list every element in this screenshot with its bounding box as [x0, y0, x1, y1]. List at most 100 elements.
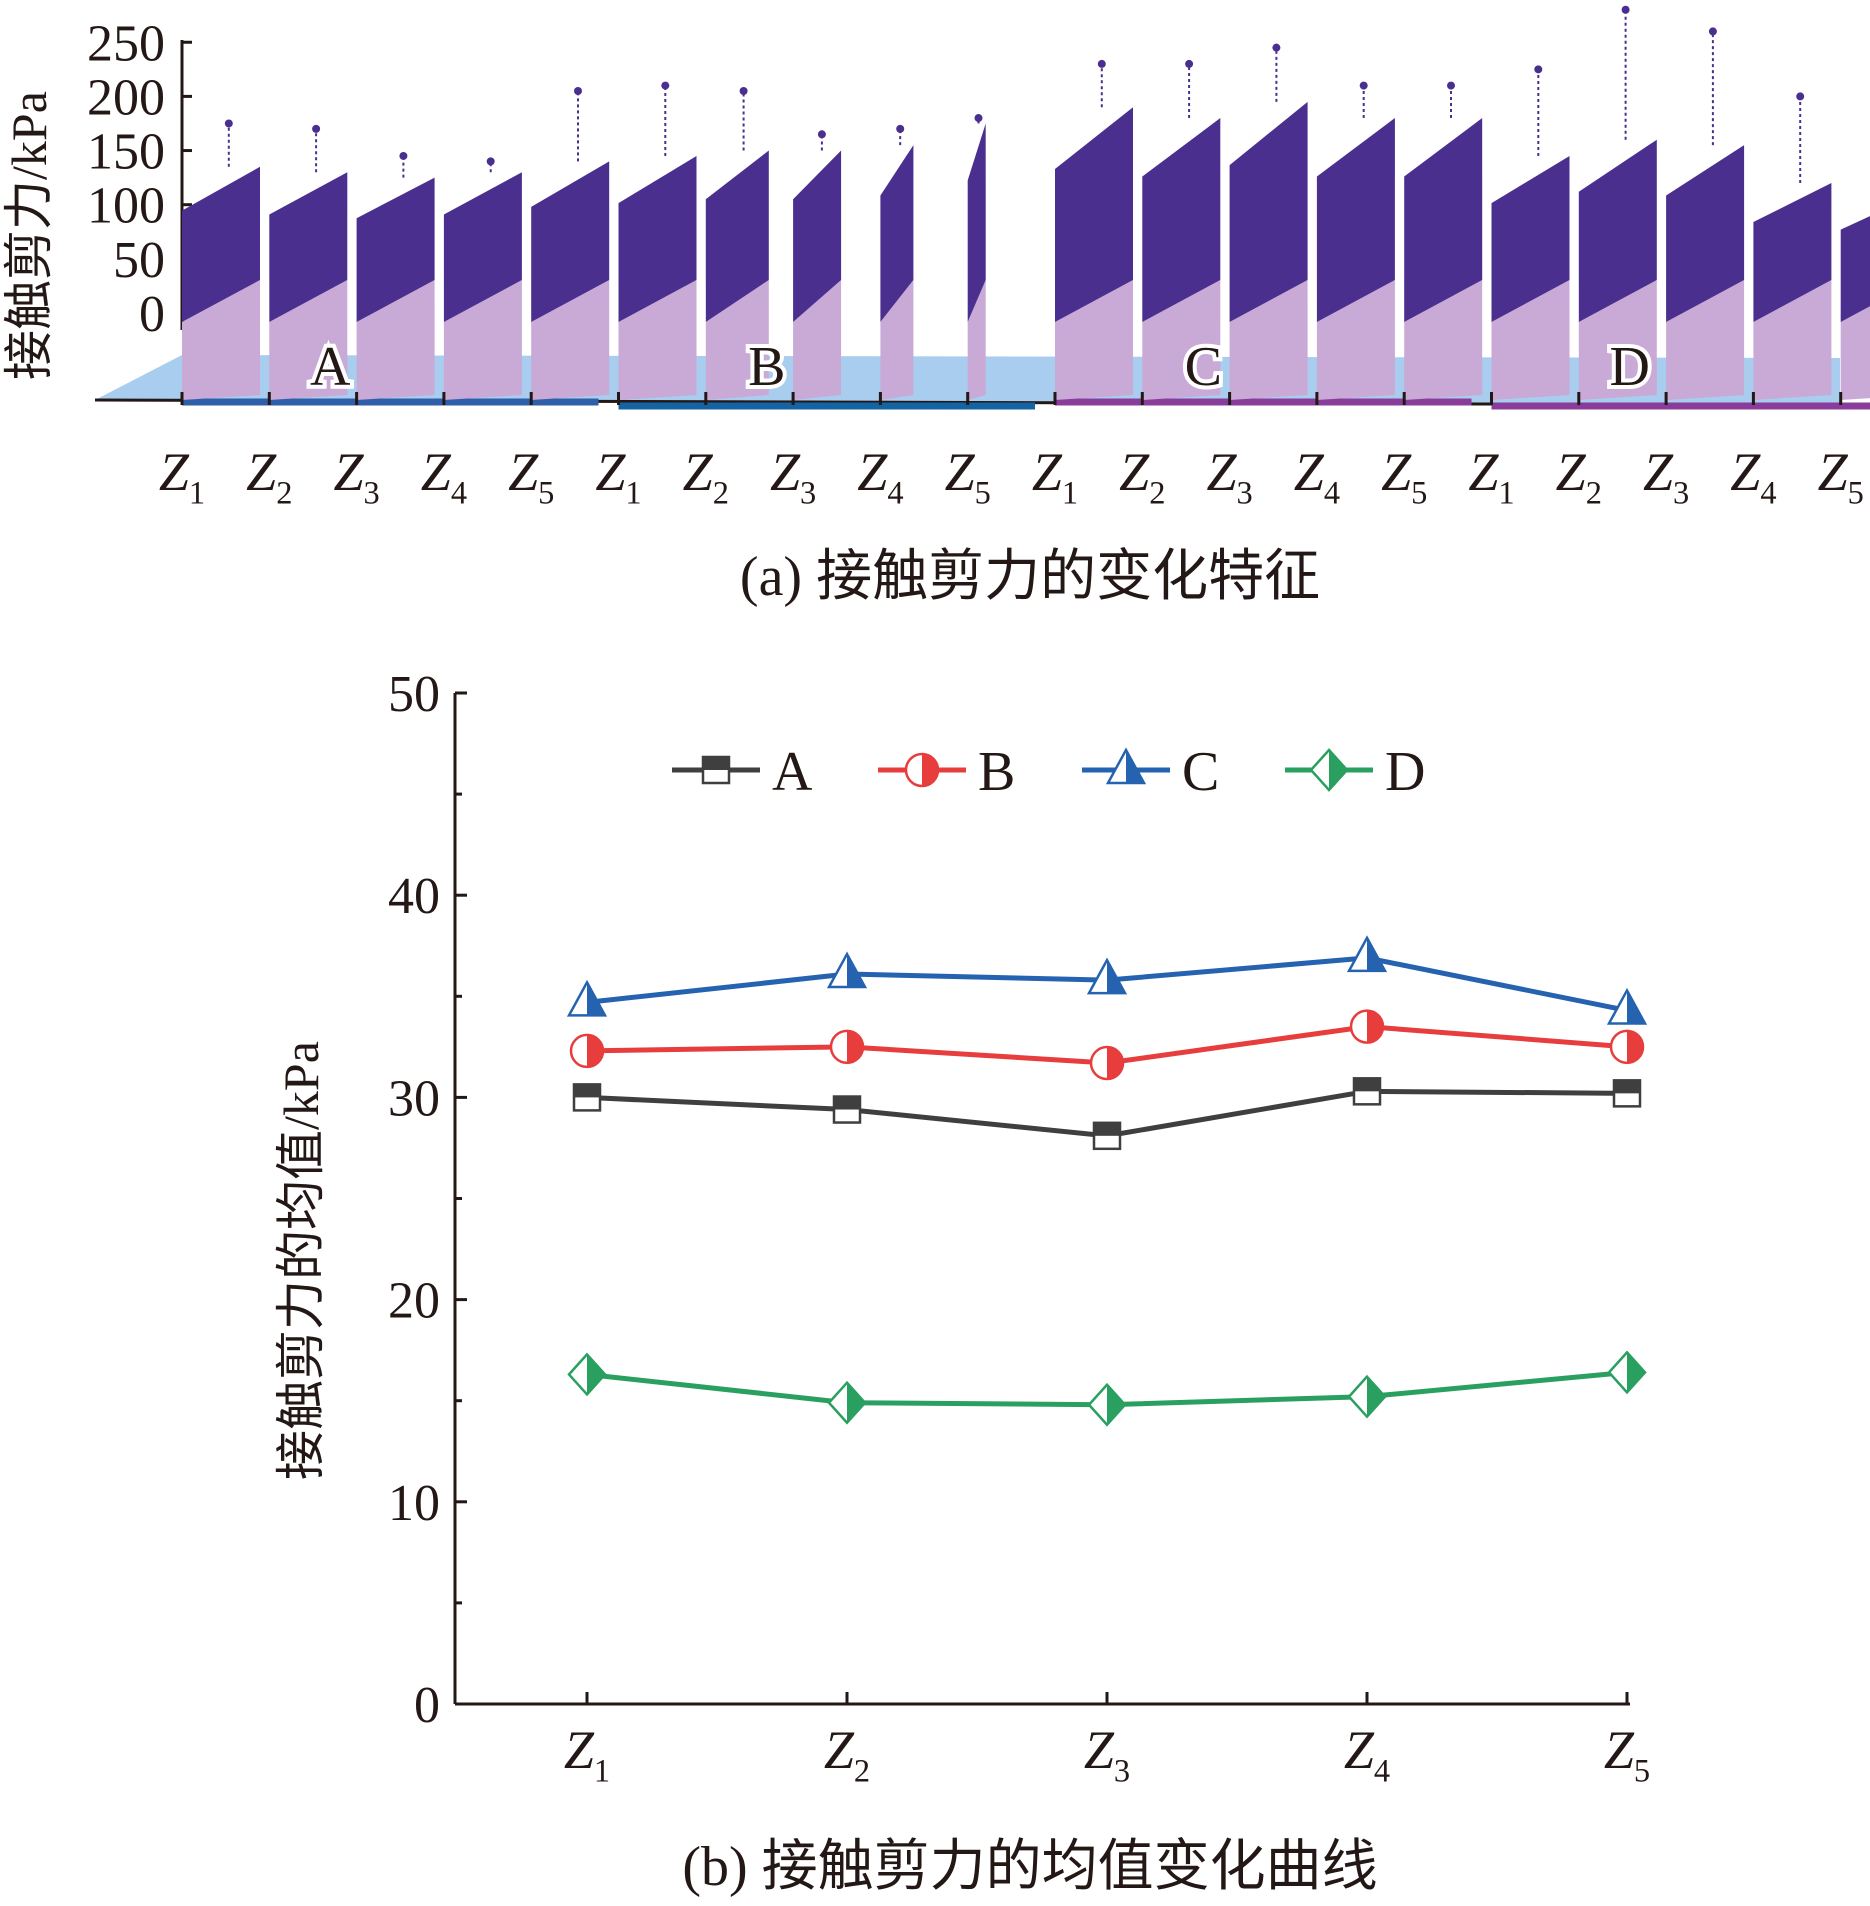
shadow-B-Z1: [618, 280, 697, 400]
data-point-D-Z4: [1347, 1374, 1387, 1419]
x-tick-label: Z4: [1294, 442, 1340, 512]
x-tick-label: Z4: [421, 442, 467, 512]
point-cloud-B-Z1: [618, 155, 697, 322]
shadow-C-Z2: [1142, 280, 1221, 400]
outlier-point-B-Z2: [739, 86, 748, 95]
shadow-C-Z5: [1404, 280, 1483, 400]
x-tick-label: Z3: [1084, 1720, 1130, 1790]
group-label-A: A: [310, 336, 351, 398]
data-point-D-Z3: [1087, 1382, 1127, 1427]
x-tick-label: Z4: [857, 442, 903, 512]
outlier-point-D-Z1: [1534, 65, 1543, 74]
outlier-point-C-Z2: [1185, 59, 1194, 68]
x-tick-label: Z5: [1381, 442, 1427, 512]
y-tick-label: 20: [388, 1273, 440, 1330]
point-cloud-A-Z1: [182, 166, 260, 322]
data-point-A-Z3: [1092, 1121, 1122, 1151]
legend-label-D: D: [1385, 741, 1425, 803]
point-cloud-A-Z2: [269, 172, 348, 322]
outlier-point-C-Z3: [1272, 43, 1281, 52]
point-cloud-A-Z3: [356, 177, 435, 322]
legend-marker-D: [1309, 748, 1349, 792]
x-tick-label: Z3: [770, 442, 816, 512]
y-tick-label: 10: [388, 1475, 440, 1532]
outlier-point-C-Z4: [1359, 81, 1368, 90]
point-cloud-C-Z3: [1229, 101, 1308, 322]
x-tick-label: Z3: [1206, 442, 1252, 512]
y-tick-label: 250: [87, 15, 165, 72]
legend-marker-B: [904, 752, 940, 788]
shadow-D-Z3: [1666, 280, 1745, 400]
shadow-B-Z3: [793, 280, 842, 400]
x-tick-label: Z1: [564, 1720, 610, 1790]
outlier-point-C-Z5: [1447, 81, 1455, 90]
outlier-point-D-Z3: [1708, 27, 1717, 36]
outlier-point-A-Z3: [399, 151, 408, 160]
point-cloud-C-Z5: [1404, 118, 1483, 322]
data-point-C-Z5: [1606, 987, 1648, 1025]
outlier-point-C-Z1: [1097, 59, 1106, 68]
shadow-A-Z5: [531, 280, 610, 400]
x-tick-label: Z1: [1032, 442, 1078, 512]
y-tick-label: 0: [414, 1677, 440, 1734]
x-tick-label: Z2: [683, 442, 729, 512]
outlier-point-D-Z2: [1621, 5, 1630, 14]
x-tick-label: Z2: [1556, 442, 1602, 512]
x-tick-label: Z1: [595, 442, 641, 512]
data-point-A-Z1: [572, 1083, 602, 1112]
data-point-A-Z4: [1352, 1077, 1382, 1106]
x-tick-label: Z3: [333, 442, 379, 512]
group-label-D: D: [1610, 336, 1650, 398]
chart-b-caption: (b) 接触剪力的均值变化曲线: [682, 1836, 1377, 1898]
data-point-C-Z4: [1346, 935, 1388, 973]
point-cloud-D-Z3: [1666, 145, 1745, 322]
point-cloud-B-Z4: [880, 145, 914, 322]
point-cloud-A-Z4: [443, 172, 522, 322]
data-point-B-Z1: [569, 1033, 605, 1069]
point-cloud-B-Z2: [705, 150, 769, 322]
y-tick-label: 150: [87, 124, 165, 181]
y-tick-label: 200: [87, 69, 165, 126]
outlier-point-A-Z1: [224, 119, 233, 128]
data-point-B-Z2: [829, 1029, 865, 1065]
data-point-D-Z5: [1607, 1350, 1647, 1395]
data-point-D-Z1: [567, 1352, 607, 1397]
data-point-C-Z3: [1086, 957, 1128, 995]
data-point-C-Z2: [826, 951, 868, 989]
x-tick-label: Z4: [1344, 1720, 1390, 1790]
point-cloud-C-Z4: [1316, 118, 1395, 322]
x-tick-label: Z5: [945, 442, 991, 512]
x-tick-label: Z5: [1604, 1720, 1650, 1790]
y-axis-label: 接触剪力的均值/kPa: [273, 1041, 329, 1480]
shadow-D-Z4: [1753, 280, 1832, 400]
shadow-B-Z2: [705, 280, 769, 400]
outlier-point-A-Z4: [486, 157, 495, 166]
point-cloud-D-Z5: [1840, 216, 1870, 322]
shadow-C-Z4: [1316, 280, 1395, 400]
outlier-point-A-Z5: [574, 86, 582, 95]
point-cloud-B-Z5: [967, 123, 986, 322]
shadow-D-Z1: [1491, 280, 1570, 400]
outlier-point-A-Z2: [312, 124, 321, 133]
y-tick-label: 40: [388, 868, 440, 925]
data-point-A-Z2: [832, 1095, 862, 1124]
x-tick-label: Z4: [1730, 442, 1776, 512]
legend-marker-A: [701, 755, 731, 785]
outlier-point-B-Z5: [974, 114, 983, 123]
x-tick-label: Z2: [824, 1720, 870, 1790]
legend-label-B: B: [978, 741, 1015, 803]
x-tick-label: Z1: [159, 442, 205, 512]
group-label-C: C: [1185, 336, 1222, 398]
legend-label-C: C: [1182, 741, 1219, 803]
x-tick-label: Z1: [1468, 442, 1514, 512]
legend-label-A: A: [772, 741, 813, 803]
x-tick-label: Z5: [1818, 442, 1864, 512]
data-point-B-Z5: [1609, 1029, 1645, 1065]
y-tick-label: 30: [388, 1070, 440, 1127]
x-tick-label: Z3: [1643, 442, 1689, 512]
outlier-point-B-Z4: [896, 124, 905, 133]
point-cloud-C-Z2: [1142, 118, 1221, 322]
point-cloud-D-Z4: [1753, 183, 1832, 322]
